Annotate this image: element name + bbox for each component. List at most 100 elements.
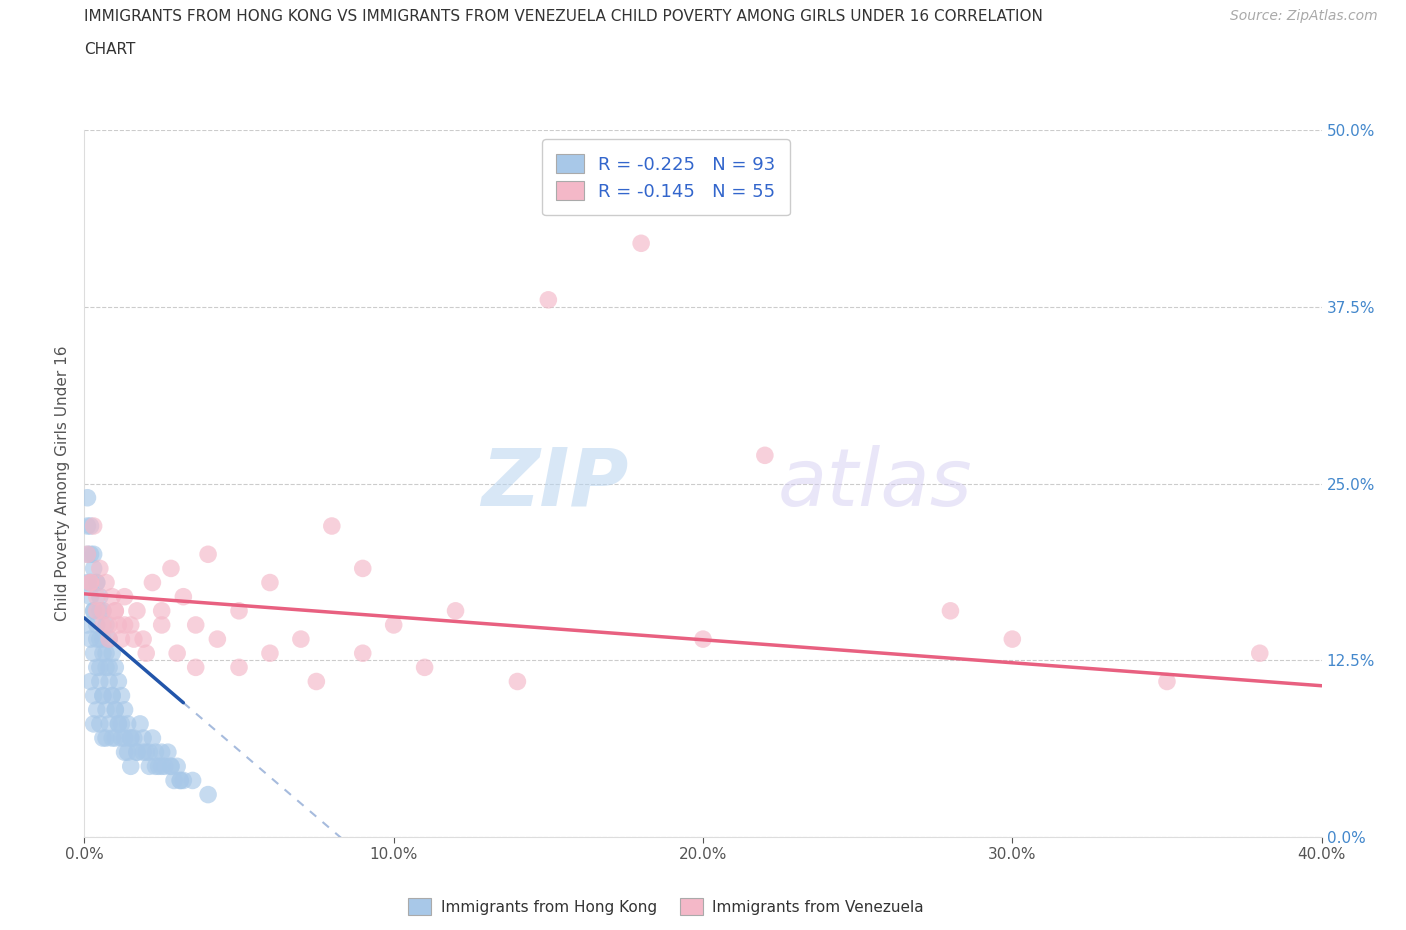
Point — [98, 631, 121, 646]
Point — [86, 702, 108, 717]
Point — [117, 745, 139, 760]
Point — [132, 731, 155, 746]
Point — [117, 716, 139, 731]
Text: atlas: atlas — [778, 445, 972, 523]
Point — [76, 547, 98, 562]
Point — [86, 575, 108, 590]
Point — [94, 645, 117, 660]
Point — [148, 759, 170, 774]
Point — [754, 448, 776, 463]
Point — [163, 773, 186, 788]
Point — [104, 731, 127, 746]
Point — [197, 787, 219, 802]
Point — [83, 519, 105, 534]
Point — [110, 716, 132, 731]
Point — [104, 660, 127, 675]
Point — [101, 590, 124, 604]
Point — [228, 660, 250, 675]
Point — [122, 731, 145, 746]
Legend: Immigrants from Hong Kong, Immigrants from Venezuela: Immigrants from Hong Kong, Immigrants fr… — [402, 893, 929, 922]
Point — [86, 618, 108, 632]
Point — [94, 660, 117, 675]
Point — [444, 604, 467, 618]
Point — [110, 688, 132, 703]
Point — [537, 292, 560, 307]
Point — [352, 645, 374, 660]
Point — [184, 618, 207, 632]
Point — [91, 645, 114, 660]
Point — [104, 702, 127, 717]
Point — [135, 745, 157, 760]
Point — [352, 561, 374, 576]
Point — [169, 773, 191, 788]
Point — [83, 604, 105, 618]
Point — [83, 716, 105, 731]
Point — [120, 731, 142, 746]
Point — [86, 660, 108, 675]
Point — [83, 688, 105, 703]
Point — [91, 631, 114, 646]
Point — [91, 604, 114, 618]
Point — [83, 561, 105, 576]
Text: ZIP: ZIP — [481, 445, 628, 523]
Point — [630, 236, 652, 251]
Point — [91, 688, 114, 703]
Point — [166, 645, 188, 660]
Point — [86, 604, 108, 618]
Point — [692, 631, 714, 646]
Point — [181, 773, 204, 788]
Point — [1156, 674, 1178, 689]
Point — [110, 631, 132, 646]
Point — [86, 590, 108, 604]
Point — [114, 731, 136, 746]
Point — [141, 575, 163, 590]
Point — [98, 631, 121, 646]
Point — [94, 575, 117, 590]
Point — [145, 759, 167, 774]
Point — [101, 645, 124, 660]
Point — [125, 745, 148, 760]
Point — [120, 759, 142, 774]
Point — [101, 731, 124, 746]
Point — [132, 631, 155, 646]
Point — [79, 590, 101, 604]
Point — [172, 590, 194, 604]
Point — [150, 618, 173, 632]
Point — [76, 547, 98, 562]
Point — [83, 604, 105, 618]
Point — [79, 674, 101, 689]
Point — [169, 773, 191, 788]
Point — [83, 645, 105, 660]
Point — [413, 660, 436, 675]
Point — [89, 660, 111, 675]
Point — [160, 759, 183, 774]
Point — [939, 604, 962, 618]
Point — [83, 547, 105, 562]
Point — [89, 674, 111, 689]
Point — [197, 547, 219, 562]
Point — [107, 716, 129, 731]
Point — [76, 519, 98, 534]
Text: Source: ZipAtlas.com: Source: ZipAtlas.com — [1230, 9, 1378, 23]
Point — [184, 660, 207, 675]
Point — [1001, 631, 1024, 646]
Point — [122, 631, 145, 646]
Point — [101, 688, 124, 703]
Point — [89, 631, 111, 646]
Point — [228, 604, 250, 618]
Point — [79, 575, 101, 590]
Point — [138, 745, 160, 760]
Point — [114, 745, 136, 760]
Point — [259, 645, 281, 660]
Point — [89, 561, 111, 576]
Point — [104, 702, 127, 717]
Point — [172, 773, 194, 788]
Point — [94, 702, 117, 717]
Point — [79, 519, 101, 534]
Point — [150, 759, 173, 774]
Point — [506, 674, 529, 689]
Point — [76, 575, 98, 590]
Point — [98, 674, 121, 689]
Point — [141, 731, 163, 746]
Point — [94, 618, 117, 632]
